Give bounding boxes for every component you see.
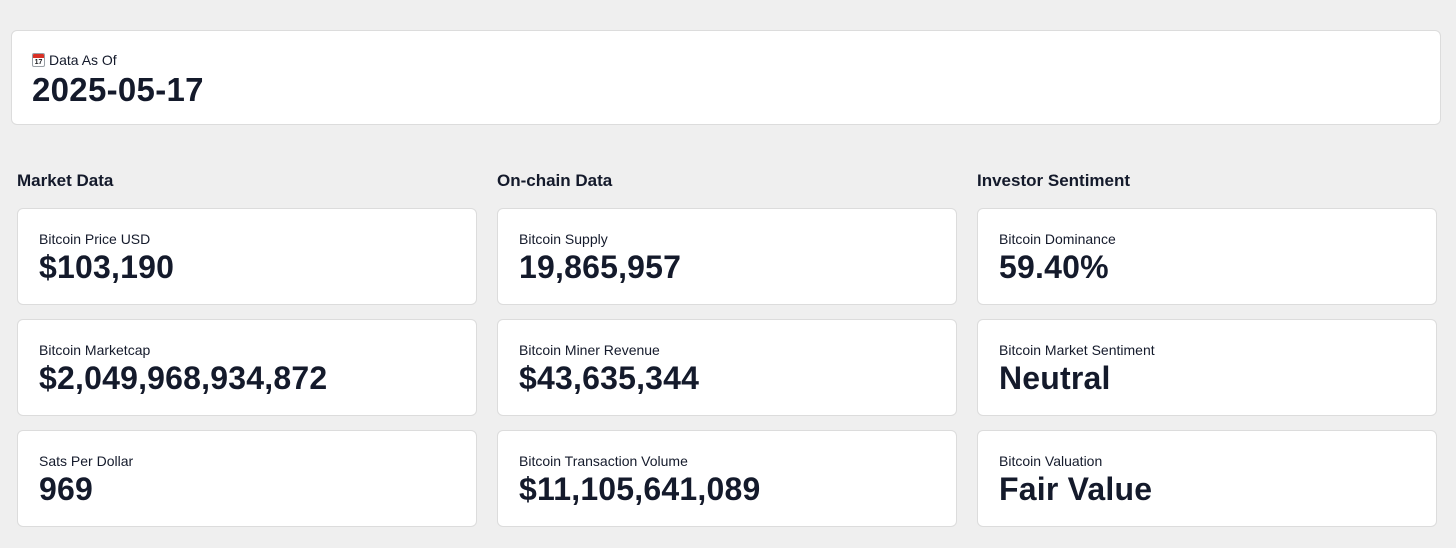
metric-value: $103,190 <box>39 249 175 285</box>
metric-card-bitcoin-price-usd: Bitcoin Price USD $103,190 <box>17 208 477 305</box>
section-on-chain-data: On-chain Data Bitcoin Supply 19,865,957 … <box>497 170 957 541</box>
metric-card-bitcoin-market-sentiment: Bitcoin Market Sentiment Neutral <box>977 319 1437 416</box>
metric-value: 19,865,957 <box>519 249 682 285</box>
metric-label: Bitcoin Marketcap <box>39 342 151 358</box>
section-investor-sentiment: Investor Sentiment Bitcoin Dominance 59.… <box>977 170 1437 541</box>
metric-label: Sats Per Dollar <box>39 453 134 469</box>
data-as-of-label: Data As Of <box>49 52 117 68</box>
metric-card-bitcoin-marketcap: Bitcoin Marketcap $2,049,968,934,872 <box>17 319 477 416</box>
metric-label: Bitcoin Market Sentiment <box>999 342 1155 358</box>
metric-card-bitcoin-miner-revenue: Bitcoin Miner Revenue $43,635,344 <box>497 319 957 416</box>
metric-value: $2,049,968,934,872 <box>39 360 328 396</box>
metric-label: Bitcoin Valuation <box>999 453 1103 469</box>
metric-card-bitcoin-transaction-volume: Bitcoin Transaction Volume $11,105,641,0… <box>497 430 957 527</box>
metric-label: Bitcoin Transaction Volume <box>519 453 688 469</box>
metric-label: Bitcoin Supply <box>519 231 608 247</box>
metric-value: Fair Value <box>999 471 1153 507</box>
metric-value: $43,635,344 <box>519 360 700 396</box>
data-as-of-date: 2025-05-17 <box>32 71 204 108</box>
metric-value: $11,105,641,089 <box>519 471 761 507</box>
calendar-icon: 17 <box>32 53 45 67</box>
metric-label: Bitcoin Miner Revenue <box>519 342 660 358</box>
metric-value: 969 <box>39 471 93 507</box>
metric-card-bitcoin-supply: Bitcoin Supply 19,865,957 <box>497 208 957 305</box>
metric-card-bitcoin-valuation: Bitcoin Valuation Fair Value <box>977 430 1437 527</box>
section-title: On-chain Data <box>497 171 613 190</box>
data-as-of-label-row: 17 Data As Of <box>32 52 117 68</box>
metric-card-sats-per-dollar: Sats Per Dollar 969 <box>17 430 477 527</box>
data-as-of-card: 17 Data As Of 2025-05-17 <box>11 30 1441 125</box>
section-title: Market Data <box>17 171 114 190</box>
metric-label: Bitcoin Price USD <box>39 231 151 247</box>
metric-value: 59.40% <box>999 249 1109 285</box>
section-title: Investor Sentiment <box>977 171 1131 190</box>
section-market-data: Market Data Bitcoin Price USD $103,190 B… <box>17 170 477 541</box>
metric-label: Bitcoin Dominance <box>999 231 1116 247</box>
metric-value: Neutral <box>999 360 1111 396</box>
metric-card-bitcoin-dominance: Bitcoin Dominance 59.40% <box>977 208 1437 305</box>
